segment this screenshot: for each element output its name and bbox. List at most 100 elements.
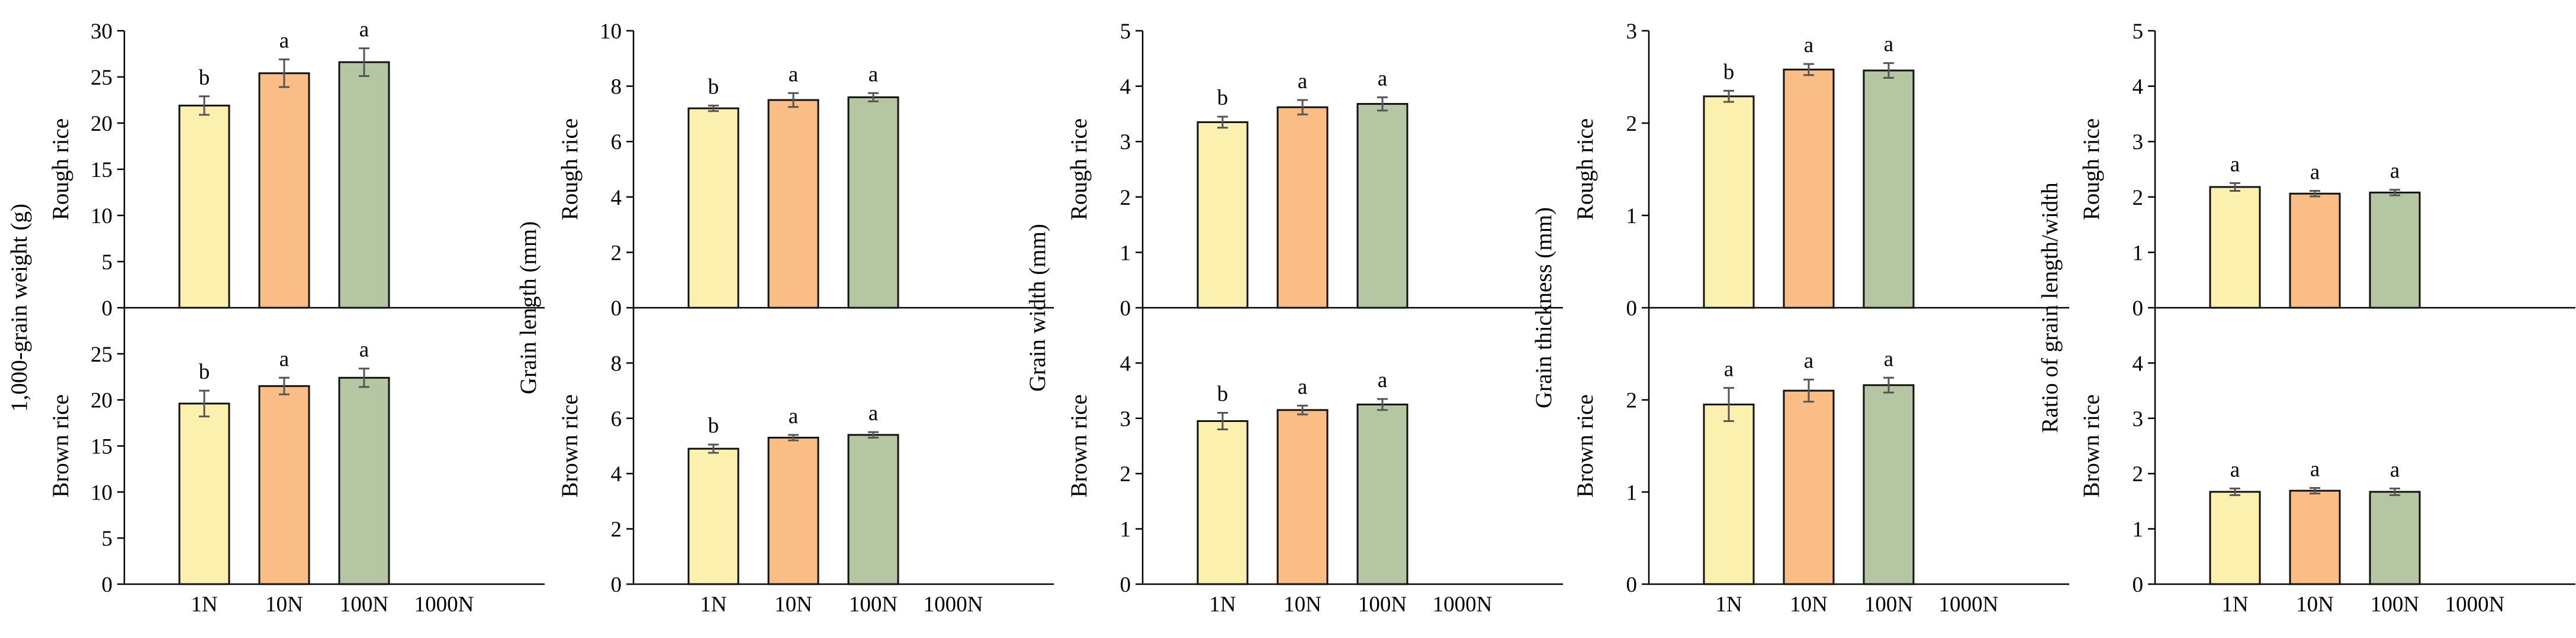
bar-10N: [1276, 106, 1329, 309]
panel-brown-rice: 0 1 2 3 4 Brown rice b a a: [1066, 308, 1563, 597]
y-tick-label: 0: [102, 297, 113, 321]
bar-1N: [2209, 491, 2261, 585]
significance-letter: b: [1217, 382, 1228, 406]
chart-2: 0 2 4 6 8 10 Rough rice b a a 0 2 4 6 8 Brown rice b a a 1N…: [516, 20, 1054, 617]
bar-100N: [1863, 384, 1915, 585]
bar-1N: [687, 107, 739, 309]
y-tick-label: 4: [611, 186, 622, 210]
bar-100N: [847, 434, 899, 585]
significance-letter: a: [2310, 160, 2320, 185]
bar-100N: [2369, 191, 2421, 309]
significance-letter: a: [2230, 457, 2240, 482]
significance-letter: b: [1217, 86, 1228, 110]
x-category-label: 10N: [265, 592, 303, 617]
significance-letter: a: [1298, 375, 1307, 399]
bar-10N: [2289, 489, 2341, 585]
y-tick-label: 3: [2133, 130, 2144, 154]
panel-rough-rice: 0 5 10 15 20 25 30 Rough rice b a a: [48, 18, 545, 321]
row-label: Brown rice: [2079, 394, 2104, 497]
y-tick-label: 4: [611, 462, 622, 486]
x-category-label: 100N: [2371, 592, 2419, 617]
bar-1N: [178, 402, 230, 585]
x-category-label: 1000N: [414, 592, 474, 617]
bar-10N: [1783, 389, 1835, 585]
y-tick-label: 1: [2133, 241, 2144, 265]
significance-letter: a: [359, 338, 369, 362]
significance-letter: a: [1724, 357, 1734, 381]
significance-letter: a: [359, 18, 369, 42]
significance-letter: a: [789, 404, 798, 428]
y-tick-label: 0: [611, 297, 622, 321]
bar-10N: [767, 436, 819, 585]
significance-letter: b: [199, 66, 210, 90]
y-tick-label: 15: [91, 158, 112, 182]
y-tick-label: 3: [1120, 130, 1131, 154]
significance-letter: a: [869, 62, 878, 86]
y-tick-label: 10: [91, 204, 112, 228]
y-tick-label: 15: [91, 435, 112, 459]
chart-1: 0 5 10 15 20 25 30 Rough rice b a a 0 5 10 15 20 25 Brown…: [7, 18, 545, 617]
y-axis-title: Grain thickness (mm): [1531, 207, 1556, 408]
x-category-label: 1N: [1209, 592, 1236, 617]
y-tick-label: 25: [91, 343, 112, 367]
x-category-label: 100N: [849, 592, 898, 617]
row-label: Rough rice: [1066, 118, 1092, 220]
panel-brown-rice: 0 1 2 Brown rice a a a: [1572, 308, 2069, 597]
y-tick-label: 8: [611, 75, 622, 99]
significance-letter: a: [1378, 66, 1387, 91]
bar-100N: [338, 61, 390, 309]
x-category-label: 100N: [340, 592, 388, 617]
y-tick-label: 5: [102, 527, 113, 551]
significance-letter: a: [1884, 347, 1893, 371]
y-tick-label: 5: [102, 250, 113, 275]
chart-5: 0 1 2 3 4 5 Rough rice a a a 0 1 2 3 4 Brown rice a a a 1N 1…: [2037, 20, 2575, 617]
row-label: Brown rice: [557, 394, 583, 497]
x-category-label: 1000N: [1433, 592, 1493, 617]
bar-10N: [258, 72, 310, 309]
y-tick-label: 0: [1120, 573, 1131, 597]
x-category-label: 1000N: [2445, 592, 2505, 617]
x-category-label: 1N: [2221, 592, 2248, 617]
bar-100N: [1863, 69, 1915, 309]
significance-letter: b: [708, 414, 719, 438]
x-category-label: 100N: [1864, 592, 1913, 617]
x-category-label: 10N: [774, 592, 812, 617]
panel-rough-rice: 0 2 4 6 8 10 Rough rice b a a: [557, 20, 1054, 321]
significance-letter: a: [1884, 33, 1893, 57]
y-tick-label: 6: [611, 130, 622, 154]
y-tick-label: 1: [1120, 241, 1131, 265]
panel-brown-rice: 0 1 2 3 4 Brown rice a a a: [2079, 308, 2575, 597]
bar-1N: [687, 447, 739, 585]
bar-10N: [2289, 192, 2341, 309]
y-tick-label: 0: [1626, 297, 1638, 321]
y-tick-label: 3: [1626, 20, 1638, 44]
row-label: Brown rice: [1066, 394, 1092, 497]
x-category-label: 1000N: [1939, 592, 1999, 617]
y-tick-label: 20: [91, 112, 112, 136]
x-category-label: 1000N: [924, 592, 983, 617]
bar-10N: [1276, 409, 1329, 585]
y-tick-label: 5: [1120, 20, 1131, 44]
row-label: Brown rice: [48, 394, 73, 497]
significance-letter: a: [1378, 368, 1387, 392]
y-tick-label: 10: [600, 20, 622, 44]
panel-rough-rice: 0 1 2 3 4 5 Rough rice b a a: [1066, 20, 1563, 321]
y-tick-label: 4: [2133, 75, 2144, 99]
y-tick-label: 2: [1120, 186, 1131, 210]
significance-letter: a: [789, 62, 798, 86]
bar-1N: [1703, 95, 1755, 309]
bar-10N: [258, 385, 310, 585]
x-category-label: 10N: [2296, 592, 2334, 617]
bar-10N: [767, 99, 819, 309]
x-category-label: 1N: [191, 592, 217, 617]
y-tick-label: 2: [1626, 112, 1638, 136]
y-tick-label: 3: [2133, 407, 2144, 431]
y-tick-label: 1: [1626, 481, 1638, 505]
bar-100N: [847, 96, 899, 309]
bar-100N: [338, 376, 390, 585]
bar-1N: [1197, 121, 1249, 309]
y-tick-label: 1: [2133, 518, 2144, 542]
significance-letter: a: [279, 28, 289, 53]
x-category-label: 100N: [1358, 592, 1407, 617]
